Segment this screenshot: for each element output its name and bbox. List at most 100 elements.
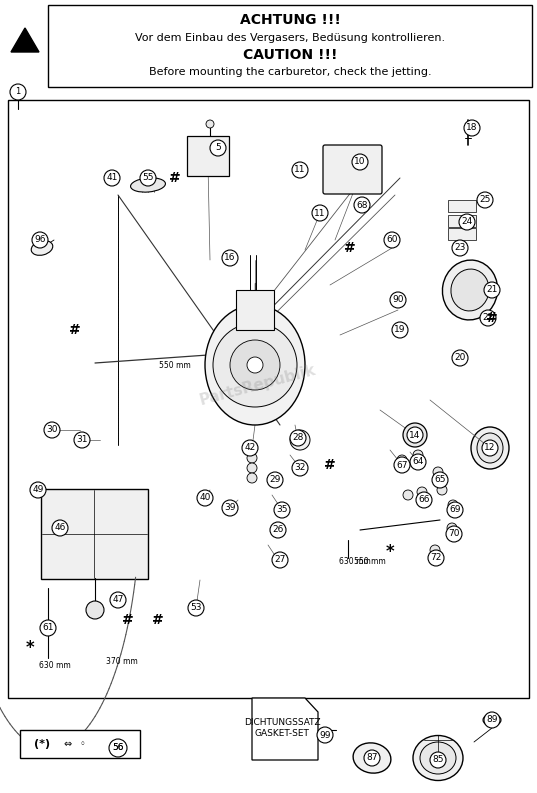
Text: 64: 64 [412,458,424,466]
Text: 55: 55 [142,174,154,182]
Circle shape [430,752,446,768]
Circle shape [292,162,308,178]
Circle shape [390,292,406,308]
Polygon shape [11,28,39,52]
Circle shape [407,427,423,443]
Text: 31: 31 [76,435,88,445]
Circle shape [430,545,440,555]
Circle shape [312,205,328,221]
Circle shape [247,473,257,483]
Text: 46: 46 [54,523,66,533]
Circle shape [410,454,426,470]
FancyBboxPatch shape [448,200,476,212]
Text: 35: 35 [276,505,288,515]
Circle shape [480,310,496,326]
Circle shape [448,500,458,510]
Text: 11: 11 [294,166,306,174]
Circle shape [213,323,297,407]
Circle shape [413,450,423,460]
Text: *: * [386,543,394,561]
Text: 630 mm: 630 mm [339,557,371,566]
Circle shape [317,727,333,743]
Text: 68: 68 [356,201,368,209]
Ellipse shape [451,269,489,311]
Text: #: # [152,613,164,627]
Circle shape [140,170,156,186]
Circle shape [206,120,214,128]
Ellipse shape [471,427,509,469]
Circle shape [354,197,370,213]
Text: 630 mm: 630 mm [39,661,71,671]
Circle shape [384,232,400,248]
Circle shape [484,282,500,298]
Text: 550 mm: 550 mm [159,361,191,370]
Circle shape [40,620,56,636]
Text: 26: 26 [272,526,284,534]
Circle shape [408,428,422,442]
Circle shape [403,423,427,447]
FancyBboxPatch shape [448,228,476,240]
Text: 12: 12 [484,443,496,453]
Circle shape [437,485,447,495]
Text: 370 mm: 370 mm [106,657,138,666]
Circle shape [447,523,457,533]
Text: Before mounting the carburetor, check the jetting.: Before mounting the carburetor, check th… [149,67,431,77]
Circle shape [464,120,480,136]
Circle shape [274,502,290,518]
Circle shape [292,460,308,476]
Circle shape [110,740,126,756]
Text: 20: 20 [454,354,466,362]
Text: #: # [486,311,498,325]
Text: #: # [324,458,336,472]
Text: 23: 23 [454,243,466,252]
Circle shape [222,500,238,516]
Circle shape [104,170,120,186]
Text: 27: 27 [274,556,286,565]
Ellipse shape [477,433,503,463]
Text: 24: 24 [461,217,473,227]
Circle shape [403,490,413,500]
Polygon shape [252,698,318,760]
Ellipse shape [353,743,391,773]
Text: #: # [69,323,81,337]
Circle shape [109,739,127,757]
Circle shape [392,322,408,338]
Text: 96: 96 [34,236,46,244]
Circle shape [86,601,104,619]
Ellipse shape [130,178,165,192]
Text: PartsRepublik: PartsRepublik [198,362,318,408]
Circle shape [452,350,468,366]
Text: 60: 60 [386,236,398,244]
Text: 67: 67 [396,461,408,469]
FancyBboxPatch shape [323,145,382,194]
Circle shape [52,520,68,536]
Text: 39: 39 [224,504,236,512]
Circle shape [290,430,306,446]
Text: 72: 72 [430,554,442,562]
Text: Vor dem Einbau des Vergasers, Bedüsung kontrollieren.: Vor dem Einbau des Vergasers, Bedüsung k… [135,33,445,43]
Circle shape [74,432,90,448]
Text: 19: 19 [394,325,406,335]
Text: 56: 56 [112,744,124,753]
Ellipse shape [483,714,501,726]
Text: 11: 11 [314,209,326,217]
Text: 29: 29 [270,476,281,485]
Ellipse shape [205,305,305,425]
Circle shape [459,214,475,230]
Text: 85: 85 [432,756,444,764]
Text: 1: 1 [16,87,20,97]
Ellipse shape [31,240,53,255]
Circle shape [417,487,427,497]
Circle shape [44,422,60,438]
Circle shape [446,526,462,542]
Circle shape [110,592,126,608]
Circle shape [10,84,26,100]
FancyBboxPatch shape [41,489,148,579]
Text: #: # [122,613,134,627]
FancyBboxPatch shape [236,290,274,330]
Circle shape [452,240,468,256]
Circle shape [428,550,444,566]
Circle shape [188,600,204,616]
Circle shape [270,522,286,538]
Text: ACHTUNG !!!: ACHTUNG !!! [240,13,340,27]
